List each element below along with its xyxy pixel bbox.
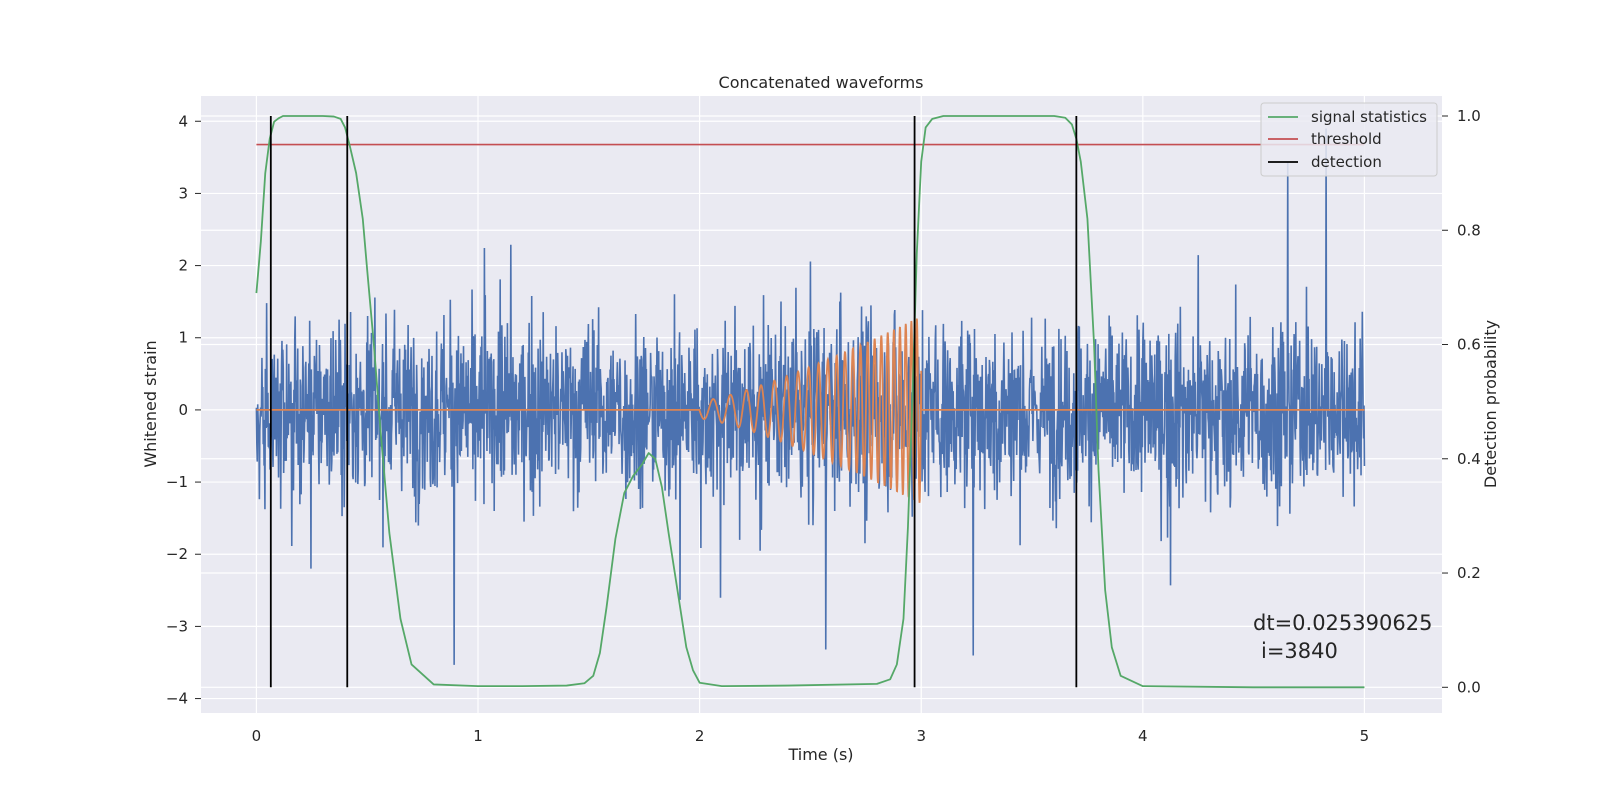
x-tick-label: 3: [916, 727, 926, 745]
detection-series: [269, 115, 1078, 688]
y-tick-label-right: 0.6: [1457, 336, 1481, 354]
legend-label-detection: detection: [1311, 153, 1382, 171]
legend: signal statistics threshold detection: [1260, 102, 1438, 177]
x-tick-label: 1: [473, 727, 483, 745]
x-tick-label: 5: [1360, 727, 1370, 745]
y-tick-label-right: 1.0: [1457, 107, 1481, 125]
y-tick-label-left: 2: [178, 257, 188, 275]
y-tick-label-left: 3: [178, 184, 188, 202]
y-tick-label-right: 0.0: [1457, 678, 1481, 696]
strain-noise-series: [255, 128, 1366, 665]
y-tick-label-left: 0: [178, 401, 188, 419]
x-axis-label: Time (s): [787, 745, 853, 764]
y-tick-label-left: −2: [166, 545, 188, 563]
y-axis-left-label: Whitened strain: [141, 340, 160, 467]
y-tick-label-right: 0.4: [1457, 450, 1481, 468]
chirp-series: [256, 318, 1365, 503]
legend-label-signal-statistics: signal statistics: [1311, 108, 1427, 126]
annotation-dt: dt=0.025390625: [1253, 611, 1432, 635]
y-tick-label-left: 4: [178, 112, 188, 130]
annotation-i: i=3840: [1261, 639, 1338, 663]
axis-ticks: 0 1 2 3 4 5 4 3 2 1 0 −1 −2 −3 −4 1.0 0.8 0.6 0.4 0.2 0.0: [166, 107, 1481, 745]
y-tick-label-left: 1: [178, 329, 188, 347]
y-tick-label-left: −4: [166, 690, 188, 708]
y-tick-label-left: −1: [166, 473, 188, 491]
y-tick-label-right: 0.8: [1457, 221, 1481, 239]
strain-noise-line: [255, 128, 1366, 665]
legend-box: [1260, 102, 1438, 177]
signal-statistics-series: [255, 115, 1365, 689]
y-tick-label-right: 0.2: [1457, 564, 1481, 582]
legend-label-threshold: threshold: [1311, 130, 1382, 148]
signal-statistics-line: [255, 115, 1365, 689]
chirp-line: [256, 318, 1365, 503]
x-tick-label: 4: [1138, 727, 1148, 745]
chart-title: Concatenated waveforms: [719, 73, 924, 92]
x-tick-label: 2: [695, 727, 705, 745]
y-axis-right-label: Detection probability: [1481, 320, 1500, 488]
x-tick-label: 0: [252, 727, 262, 745]
y-tick-label-left: −3: [166, 617, 188, 635]
